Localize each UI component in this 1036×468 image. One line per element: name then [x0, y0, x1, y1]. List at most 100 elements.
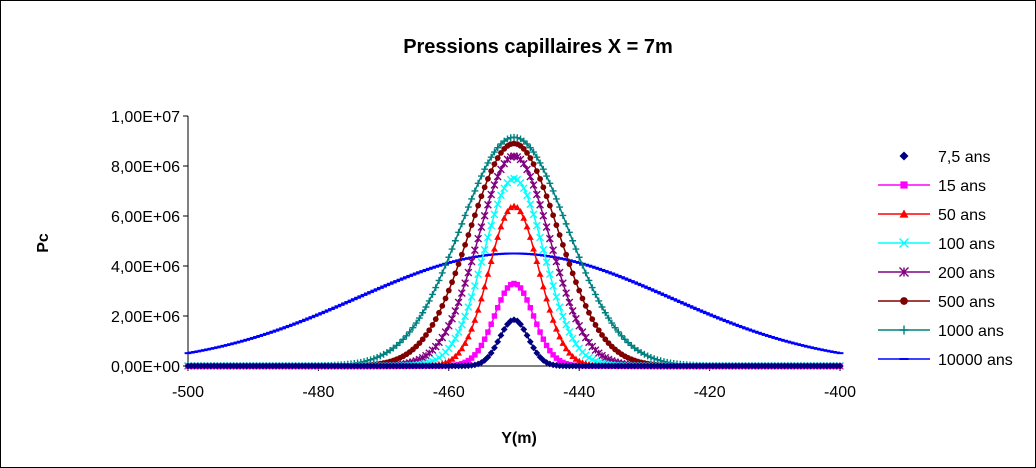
- data-point: [419, 309, 427, 317]
- data-point: [448, 355, 456, 362]
- data-point: [533, 257, 541, 265]
- data-point: [442, 295, 449, 302]
- y-tick-label: 8,00E+06: [111, 159, 180, 176]
- legend-marker: [899, 325, 909, 335]
- data-point: [484, 233, 492, 242]
- data-point: [560, 242, 566, 248]
- data-point: [468, 355, 475, 361]
- data-point: [455, 349, 462, 356]
- data-point: [614, 328, 622, 336]
- data-point: [572, 339, 580, 348]
- x-tick-label: -440: [563, 384, 595, 401]
- data-point: [488, 321, 494, 327]
- data-point: [540, 336, 547, 342]
- legend-label: 500 ans: [938, 294, 995, 311]
- data-point: [470, 246, 479, 255]
- data-point: [585, 277, 593, 284]
- data-point: [595, 327, 602, 334]
- data-point: [493, 172, 502, 181]
- x-tick-label: -460: [433, 384, 465, 401]
- data-point: [432, 284, 440, 291]
- data-point: [373, 353, 381, 361]
- data-point: [475, 347, 481, 354]
- data-point: [451, 237, 459, 245]
- data-point: [498, 150, 504, 156]
- data-point: [532, 190, 541, 199]
- x-tick-label: -420: [694, 384, 726, 401]
- data-point: [537, 329, 543, 335]
- data-point: [468, 195, 476, 203]
- data-point: [487, 257, 495, 265]
- data-point: [533, 153, 541, 161]
- legend-item: 10000 ans: [878, 352, 1013, 369]
- legend-item: 500 ans: [878, 294, 995, 311]
- x-tick-label: -480: [302, 384, 334, 401]
- data-point: [467, 293, 476, 301]
- data-point: [523, 140, 531, 148]
- data-point: [474, 179, 482, 187]
- legend: 7,5 ans 15 ans 50 ans 100 ans 200 ans 500 ans…: [878, 149, 1013, 369]
- data-point: [526, 200, 535, 209]
- series-4: [184, 152, 844, 370]
- data-point: [494, 155, 501, 161]
- data-point: [474, 270, 483, 279]
- data-point: [536, 159, 544, 167]
- data-point: [546, 202, 553, 209]
- data-point: [565, 328, 574, 336]
- data-point: [465, 232, 472, 238]
- series-1: [185, 280, 843, 369]
- data-point: [451, 334, 460, 343]
- data-point: [530, 313, 537, 319]
- data-point: [513, 203, 521, 211]
- data-point: [487, 221, 496, 230]
- data-point: [647, 353, 655, 361]
- y-tick-label: 4,00E+06: [111, 259, 180, 276]
- series-line: [188, 282, 840, 367]
- data-point: [582, 302, 589, 309]
- data-point: [464, 362, 472, 370]
- data-point: [527, 304, 534, 311]
- data-point: [478, 342, 485, 349]
- data-point: [485, 175, 491, 182]
- data-point: [539, 283, 547, 290]
- series-0: [184, 316, 844, 370]
- data-point: [568, 334, 577, 343]
- legend-marker: [900, 297, 908, 305]
- data-point: [542, 223, 551, 231]
- data-point: [621, 335, 629, 343]
- data-point: [523, 223, 531, 230]
- data-point: [412, 319, 420, 327]
- data-point: [586, 309, 592, 316]
- data-point: [562, 345, 570, 352]
- data-point: [472, 352, 478, 358]
- data-point: [480, 211, 489, 220]
- data-point: [487, 349, 495, 357]
- data-point: [457, 320, 466, 329]
- data-point: [537, 175, 543, 182]
- data-point: [444, 344, 453, 353]
- data-point: [451, 352, 459, 360]
- data-point: [461, 339, 469, 346]
- data-point: [523, 332, 531, 339]
- data-point: [448, 314, 456, 323]
- data-point: [403, 332, 410, 340]
- data-point: [562, 220, 570, 228]
- data-point: [536, 233, 544, 242]
- data-point: [444, 321, 453, 330]
- data-point: [457, 289, 466, 297]
- data-point: [464, 203, 472, 211]
- data-point: [543, 342, 550, 349]
- data-point: [530, 344, 537, 352]
- data-point: [582, 269, 590, 277]
- data-point: [547, 347, 553, 354]
- data-point: [562, 289, 571, 297]
- data-point: [448, 339, 456, 348]
- data-point: [573, 279, 579, 286]
- data-point: [523, 165, 531, 174]
- data-point: [423, 332, 429, 338]
- data-point: [545, 234, 554, 243]
- data-point: [543, 359, 550, 366]
- data-point: [523, 191, 531, 200]
- data-point: [487, 153, 495, 161]
